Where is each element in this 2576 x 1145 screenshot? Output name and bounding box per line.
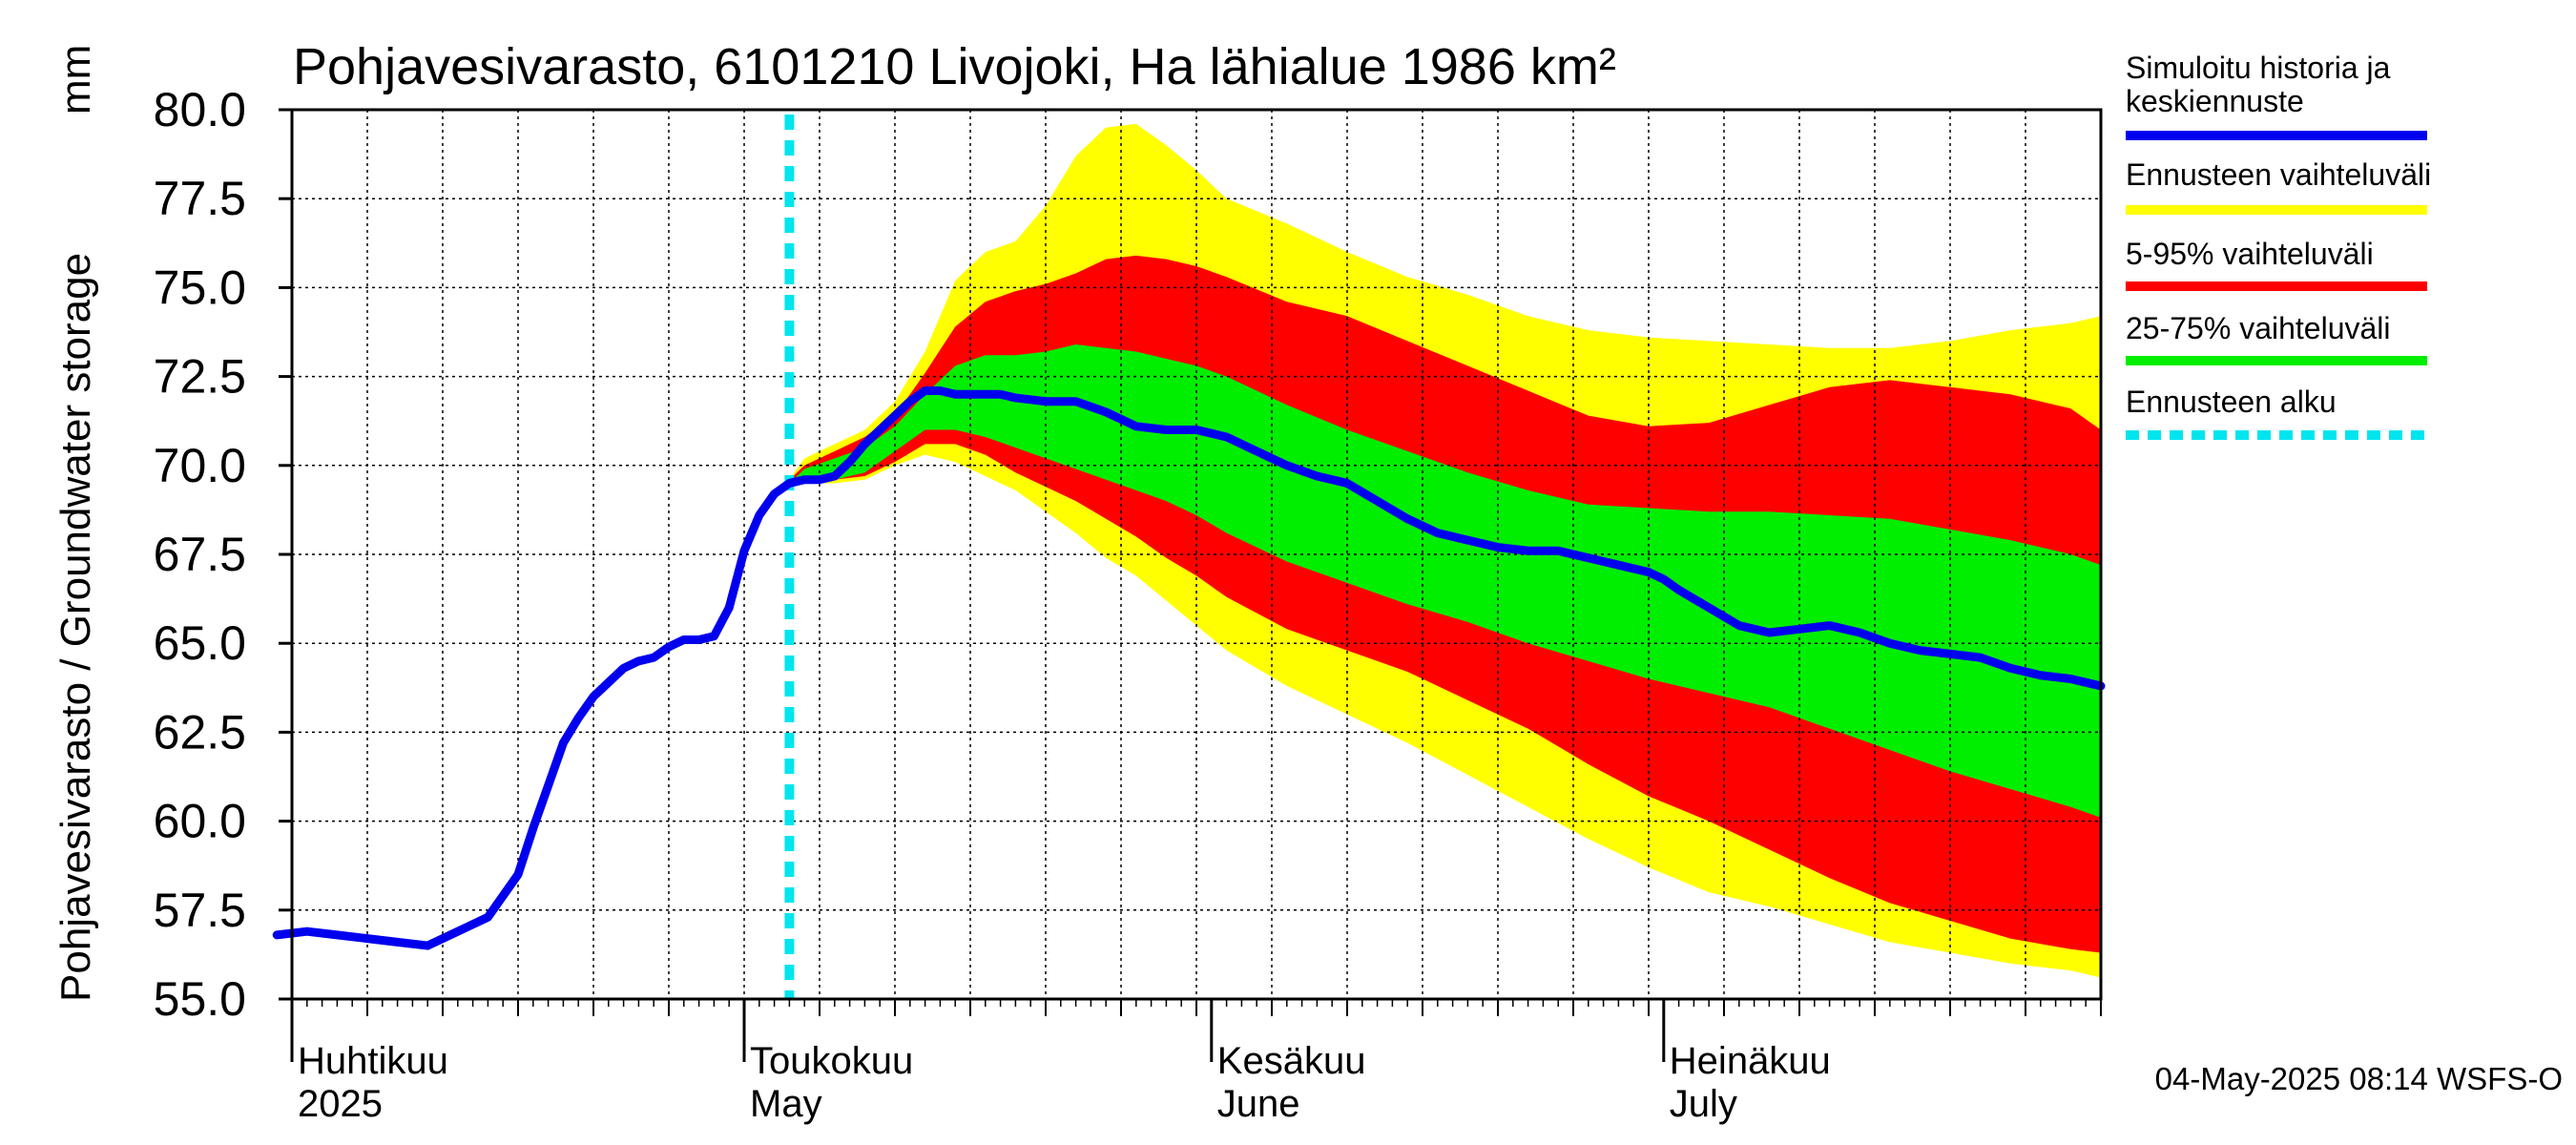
month-label-en-3: July: [1670, 1083, 1737, 1125]
y-tick-label-4: 65.0: [154, 616, 246, 670]
legend-label-1-line2: keskiennuste: [2126, 84, 2304, 118]
band-3: [789, 344, 2101, 818]
legend-label-2: Ennusteen vaihteluväli: [2126, 157, 2431, 192]
y-axis-label: Pohjavesivarasto / Groundwater storage: [52, 253, 99, 1002]
forecast-bands: [789, 123, 2101, 978]
y-tick-label-2: 60.0: [154, 795, 246, 848]
series-lines: [272, 386, 2106, 950]
y-tick-label-1: 57.5: [154, 884, 246, 937]
y-tick-labels: 55.0 57.5 60.0 62.5 65.0 67.5 70.0 72.5 75.0 77.5…: [154, 83, 246, 1026]
series-line-1: [272, 386, 2106, 950]
y-tick-label-10: 80.0: [154, 83, 246, 136]
chart-title: Pohjavesivarasto, 6101210 Livojoki, Ha l…: [293, 38, 1616, 95]
legend-label-4: 25-75% vaihteluväli: [2126, 311, 2391, 345]
footer-timestamp: 04-May-2025 08:14 WSFS-O: [2155, 1061, 2563, 1096]
y-axis-unit: mm: [52, 45, 99, 114]
month-label-fi-1: Toukokuu: [750, 1040, 913, 1082]
y-tick-label-9: 77.5: [154, 172, 246, 225]
y-tick-label-3: 62.5: [154, 705, 246, 759]
y-tick-label-7: 72.5: [154, 350, 246, 404]
month-label-fi-3: Heinäkuu: [1670, 1040, 1831, 1082]
month-label-en-2: June: [1217, 1083, 1300, 1125]
legend-label-3: 5-95% vaihteluväli: [2126, 237, 2374, 271]
legend-label-5: Ennusteen alku: [2126, 385, 2337, 419]
y-tick-label-5: 67.5: [154, 528, 246, 581]
legend-label-1: Simuloitu historia ja: [2126, 51, 2391, 85]
y-tick-label-0: 55.0: [154, 972, 246, 1026]
month-label-fi-2: Kesäkuu: [1217, 1040, 1366, 1082]
y-tick-label-6: 70.0: [154, 439, 246, 492]
axes: [279, 108, 2103, 1062]
y-tick-label-8: 75.0: [154, 260, 246, 314]
month-label-en-0: 2025: [298, 1083, 383, 1125]
month-label-fi-0: Huhtikuu: [298, 1040, 448, 1082]
month-label-en-1: May: [750, 1083, 822, 1125]
